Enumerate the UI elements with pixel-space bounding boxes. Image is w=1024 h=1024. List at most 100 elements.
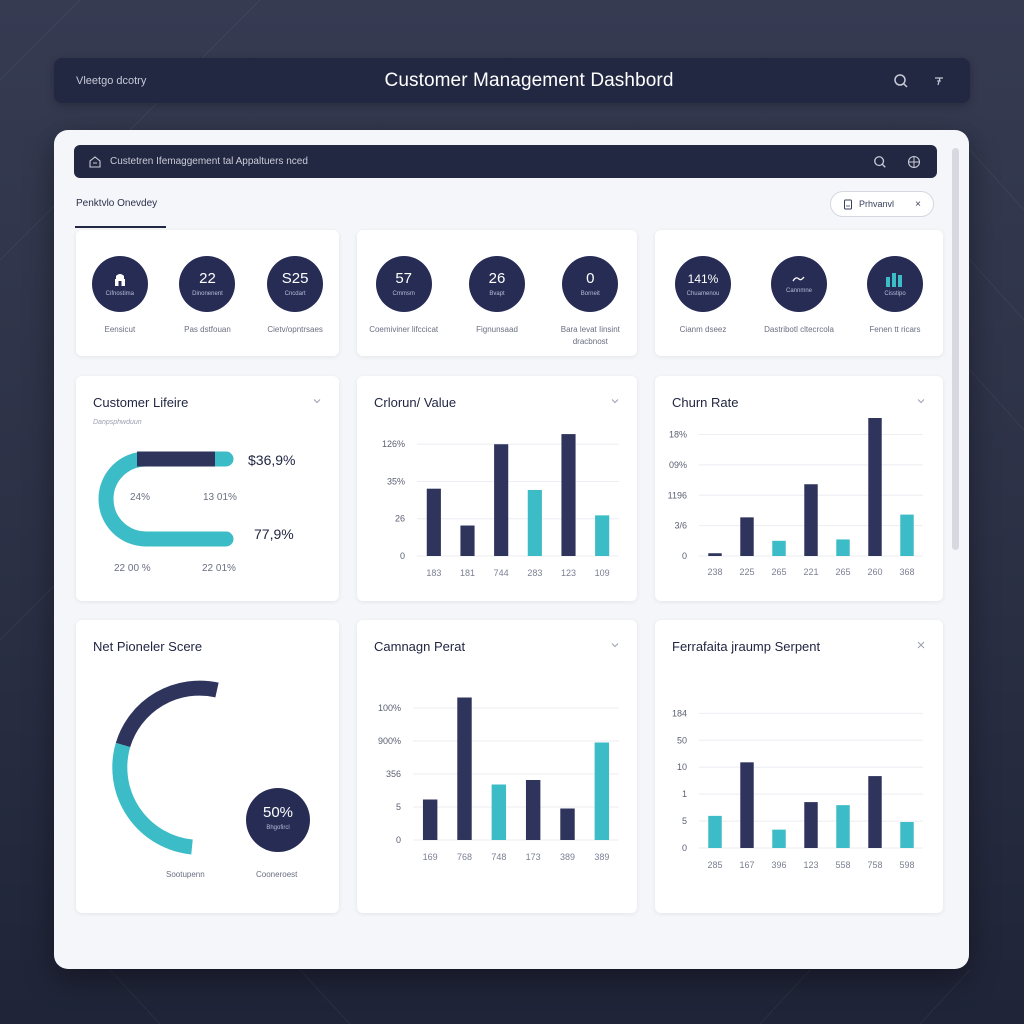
y-tick-label: 1 <box>682 789 687 799</box>
y-tick-label: 900% <box>378 736 401 746</box>
x-tick-label: 109 <box>595 568 610 578</box>
y-tick-label: 0 <box>396 835 401 845</box>
y-tick-label: 5 <box>682 816 687 826</box>
chart-bar[interactable] <box>457 697 472 841</box>
filter-chip[interactable]: Prhvanvl × <box>830 191 934 217</box>
chart-bar[interactable] <box>560 808 575 841</box>
page-title: Customer Management Dashbord <box>384 69 674 91</box>
kpi-sublabel: Chuamenou <box>686 291 720 297</box>
kpi-label: Dastribotl cltecrcola <box>764 325 834 334</box>
x-tick-label: 123 <box>803 860 818 870</box>
chart-bar[interactable] <box>804 484 818 556</box>
x-tick-label: 558 <box>835 860 850 870</box>
filter-icon[interactable] <box>930 72 948 90</box>
x-tick-label: 183 <box>426 568 441 578</box>
kpi-item[interactable]: 0 Borneit Bara levat Iinsint dracbnost <box>547 256 633 348</box>
bar-chart-icon <box>885 271 905 287</box>
search-icon[interactable] <box>871 153 889 171</box>
card-title: Crlorun/ Value <box>374 395 457 410</box>
y-tick-label: 356 <box>386 769 401 779</box>
y-tick-label: 10 <box>677 762 687 772</box>
kpi-label: Eensicut <box>104 325 136 334</box>
chart-card: Churn Rate 0 3/6 1196 09% 18% 238 225 265 221 265… <box>655 376 943 601</box>
active-tab-indicator <box>75 226 166 228</box>
inner-toolbar: Custetren Ifemaggement tal Appaltuers nc… <box>74 145 937 178</box>
chart-bar[interactable] <box>868 418 882 556</box>
chart-bar[interactable] <box>595 515 610 556</box>
chart-bar[interactable] <box>426 488 441 556</box>
chart-bar[interactable] <box>772 540 786 556</box>
kpi-item[interactable]: Cisstipo Fenen tt ricars <box>852 256 938 336</box>
chevron-down-icon[interactable] <box>311 394 323 406</box>
chart-bar[interactable] <box>708 815 722 848</box>
document-icon <box>843 199 853 210</box>
y-tick-label: 1196 <box>668 490 687 500</box>
nps-legend-left: Sootupenn <box>166 870 205 879</box>
kpi-value: 26 <box>488 270 506 287</box>
search-icon[interactable] <box>892 72 910 90</box>
chart-bar[interactable] <box>836 805 850 848</box>
scrollbar[interactable] <box>952 148 959 550</box>
x-tick-label: 283 <box>527 568 542 578</box>
x-tick-label: 368 <box>899 567 914 577</box>
chart-bar[interactable] <box>460 525 475 556</box>
kpi-item[interactable]: 141% Chuamenou Cianm dseez <box>660 256 746 336</box>
chart-bar[interactable] <box>525 780 541 840</box>
chart-bar[interactable] <box>804 802 818 848</box>
x-tick-label: 598 <box>899 860 914 870</box>
chart-bar[interactable] <box>900 821 914 848</box>
chart-bar[interactable] <box>772 829 786 848</box>
chart-bar[interactable] <box>561 434 576 556</box>
tab-overview[interactable]: Penktvlo Onevdey <box>76 198 158 209</box>
y-tick-label: 35% <box>387 476 405 486</box>
chart-bar[interactable] <box>491 784 507 841</box>
kpi-sublabel: Cisstipo <box>884 291 906 297</box>
x-tick-label: 285 <box>707 860 722 870</box>
chart-bar[interactable] <box>422 799 438 841</box>
x-tick-label: 389 <box>594 852 609 862</box>
chevron-down-icon[interactable] <box>609 638 621 650</box>
kpi-label: Bara levat Iinsint dracbnost <box>560 325 620 346</box>
kpi-item[interactable]: Cifnostima Eensicut <box>77 256 163 336</box>
chart-bar[interactable] <box>494 444 509 556</box>
close-icon[interactable]: × <box>915 198 921 210</box>
x-tick-label: 748 <box>491 852 506 862</box>
kpi-label: Cianm dseez <box>679 325 727 334</box>
kpi-sublabel: Dinonenent <box>192 291 223 297</box>
chart-bar[interactable] <box>740 517 754 556</box>
kpi-item[interactable]: 57 Cmmsm Coemiviner lifccicat <box>361 256 447 348</box>
card-title: Customer Lifeire <box>93 395 189 410</box>
kpi-value: 22 <box>199 270 216 287</box>
chevron-down-icon[interactable] <box>609 394 621 406</box>
kpi-item[interactable]: 22 Dinonenent Pas dstfouan <box>164 256 250 336</box>
kpi-item[interactable]: Cannmne Dastribotl cltecrcola <box>756 256 842 336</box>
home-icon[interactable] <box>88 155 102 169</box>
dashboard-window: Custetren Ifemaggement tal Appaltuers nc… <box>54 130 969 969</box>
nps-score-value: 50% <box>262 804 294 821</box>
y-tick-label: 26 <box>395 514 405 524</box>
kpi-value: 0 <box>586 270 595 287</box>
card-title: Churn Rate <box>672 395 739 410</box>
chart-bar[interactable] <box>868 776 882 848</box>
close-icon[interactable] <box>915 638 927 650</box>
kpi-label: Cietv/opntrsaes <box>267 325 323 334</box>
nps-legend-right: Cooneroest <box>256 870 298 879</box>
chart-bar[interactable] <box>900 514 914 556</box>
chevron-down-icon[interactable] <box>915 394 927 406</box>
bar-chart: 0 3/6 1196 09% 18% 238 225 265 221 265 260 368 <box>668 418 923 577</box>
y-tick-label: 0 <box>682 551 687 561</box>
x-tick-label: 221 <box>803 567 818 577</box>
kpi-card-3: 141% Chuamenou Cianm dseez Cannmne Dastr… <box>655 230 943 356</box>
kpi-item[interactable]: S25 Cncdart Cietv/opntrsaes <box>252 256 338 336</box>
chart-bar[interactable] <box>740 762 754 848</box>
x-tick-label: 225 <box>739 567 754 577</box>
lifetime-bottom-value: 77,9% <box>254 526 294 542</box>
chart-bar[interactable] <box>708 553 722 556</box>
chart-bar[interactable] <box>594 742 610 841</box>
bar-chart: 0 26 35% 126% 183 181 744 283 123 109 <box>382 434 619 578</box>
kpi-label: Coemiviner lifccicat <box>369 325 439 334</box>
chart-bar[interactable] <box>527 489 542 556</box>
kpi-item[interactable]: 26 Bvapt Fignunsaad <box>454 256 540 348</box>
globe-icon[interactable] <box>905 153 923 171</box>
chart-bar[interactable] <box>836 539 850 556</box>
